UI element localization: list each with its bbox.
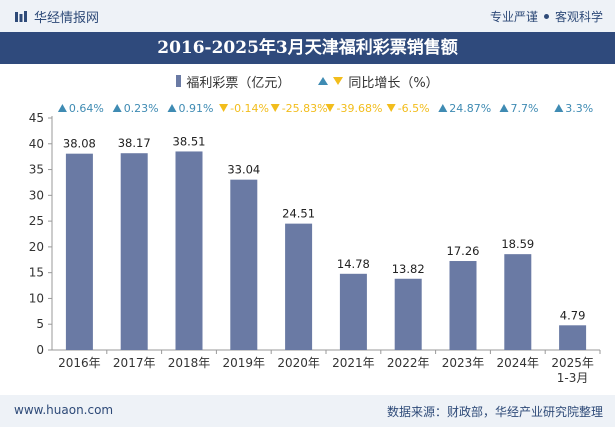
x-tick-label: 2016年 bbox=[58, 356, 101, 370]
bar bbox=[394, 278, 422, 350]
bar-value-label: 13.82 bbox=[392, 262, 425, 276]
separator-dot-icon bbox=[543, 14, 549, 19]
chart-legend: 福利彩票（亿元） 同比增长（%） bbox=[0, 70, 615, 92]
bar-value-label: 38.51 bbox=[173, 134, 206, 148]
x-tick-label: 2022年 bbox=[387, 356, 430, 370]
bar bbox=[65, 153, 93, 350]
legend-label-growth: 同比增长（%） bbox=[348, 75, 439, 91]
y-tick-label: 40 bbox=[29, 137, 44, 151]
growth-label: -39.68% bbox=[337, 102, 383, 115]
legend-label-sales: 福利彩票（亿元） bbox=[186, 75, 291, 91]
triangle-up-icon bbox=[318, 77, 329, 85]
growth-label: 0.64% bbox=[69, 102, 104, 115]
bar bbox=[339, 273, 367, 350]
growth-down-triangle-icon bbox=[325, 104, 335, 112]
bar bbox=[559, 325, 587, 350]
bar bbox=[285, 223, 313, 350]
brand[interactable]: 华经情报网 bbox=[14, 7, 99, 26]
bar bbox=[230, 179, 258, 350]
growth-label: 24.87% bbox=[449, 102, 491, 115]
x-tick-label: 2025年 1-3月 bbox=[551, 356, 594, 385]
bar bbox=[175, 151, 203, 350]
x-tick-label: 2017年 bbox=[113, 356, 156, 370]
huajing-logo-icon bbox=[15, 10, 27, 22]
bar bbox=[449, 261, 477, 350]
y-tick-label: 35 bbox=[29, 163, 44, 177]
bar-swatch-icon bbox=[176, 75, 182, 87]
triangle-down-icon bbox=[333, 77, 344, 85]
bar-value-label: 38.17 bbox=[118, 136, 151, 150]
growth-up-triangle-icon bbox=[438, 104, 448, 112]
bar-chart: 0 5 10 15 20 25 30 35 40 45 38.08 2016年 0.64% 38.17 20… bbox=[29, 102, 601, 385]
bar-value-label: 38.08 bbox=[63, 137, 96, 151]
growth-up-triangle-icon bbox=[499, 104, 509, 112]
y-tick-label: 15 bbox=[29, 266, 44, 280]
growth-label: 0.23% bbox=[124, 102, 159, 115]
growth-label: 3.3% bbox=[565, 102, 593, 115]
growth-down-triangle-icon bbox=[386, 104, 396, 112]
bar bbox=[504, 254, 532, 350]
top-bar: 华经情报网 专业严谨 客观科学 bbox=[0, 0, 615, 32]
y-tick-label: 5 bbox=[36, 317, 44, 331]
bar bbox=[120, 153, 148, 350]
footer-bar: www.huaon.com 数据来源：财政部，华经产业研究院整理 bbox=[0, 395, 615, 427]
legend-item-sales: 福利彩票（亿元） bbox=[176, 72, 290, 91]
y-tick-label: 10 bbox=[29, 291, 44, 305]
data-source: 数据来源：财政部，华经产业研究院整理 bbox=[386, 405, 603, 419]
x-tick-label: 2023年 bbox=[442, 356, 485, 370]
x-tick-label: 2024年 bbox=[497, 356, 540, 370]
tagline-left: 专业严谨 bbox=[489, 10, 538, 24]
bar-value-label: 17.26 bbox=[447, 244, 480, 258]
site-url[interactable]: www.huaon.com bbox=[14, 403, 114, 417]
bar-value-label: 4.79 bbox=[560, 308, 586, 322]
growth-down-triangle-icon bbox=[270, 104, 280, 112]
bar-value-label: 18.59 bbox=[501, 237, 534, 251]
x-tick-label: 2018年 bbox=[168, 356, 211, 370]
chart-title: 2016-2025年3月天津福利彩票销售额 bbox=[0, 32, 615, 64]
growth-down-triangle-icon bbox=[219, 104, 229, 112]
y-tick-label: 25 bbox=[29, 214, 44, 228]
growth-up-triangle-icon bbox=[112, 104, 122, 112]
growth-label: 0.91% bbox=[179, 102, 214, 115]
growth-up-triangle-icon bbox=[554, 104, 564, 112]
tagline: 专业严谨 客观科学 bbox=[490, 8, 603, 25]
x-tick-label: 2020年 bbox=[277, 356, 320, 370]
growth-label: -6.5% bbox=[398, 102, 430, 115]
x-tick-label: 2021年 bbox=[332, 356, 375, 370]
growth-up-triangle-icon bbox=[57, 104, 67, 112]
bar-value-label: 14.78 bbox=[337, 257, 370, 271]
brand-name: 华经情报网 bbox=[34, 11, 100, 26]
bar-value-label: 33.04 bbox=[227, 163, 260, 177]
x-tick-label: 2019年 bbox=[223, 356, 266, 370]
tagline-right: 客观科学 bbox=[554, 10, 603, 24]
y-tick-label: 20 bbox=[29, 240, 44, 254]
legend-item-growth: 同比增长（%） bbox=[318, 72, 439, 91]
growth-label: -0.14% bbox=[230, 102, 269, 115]
y-tick-label: 30 bbox=[29, 188, 44, 202]
growth-label: -25.83% bbox=[282, 102, 328, 115]
growth-label: 7.7% bbox=[511, 102, 539, 115]
growth-up-triangle-icon bbox=[167, 104, 177, 112]
bar-value-label: 24.51 bbox=[282, 207, 315, 221]
y-tick-label: 45 bbox=[29, 111, 44, 125]
y-tick-label: 0 bbox=[36, 343, 44, 357]
